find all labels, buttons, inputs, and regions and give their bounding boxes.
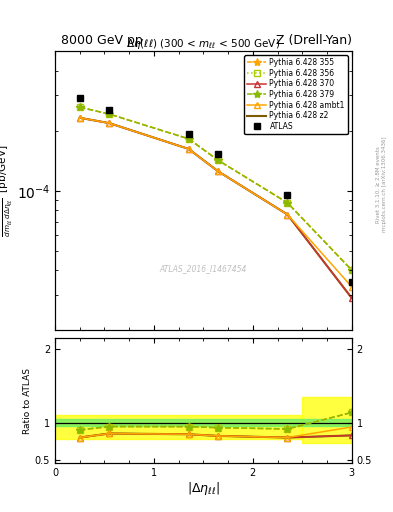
Pythia 6.428 356 (186, 136, 191, 142)
Y-axis label: $\frac{d^2\sigma}{d\,m_{\ell\ell}\,d\Delta\eta_{\ell\ell}}$  [pb/GeV]: $\frac{d^2\sigma}{d\,m_{\ell\ell}\,d\Del… (0, 144, 14, 237)
Pythia 6.428 z2 (77, 115, 82, 121)
Pythia 6.428 ambt1 (107, 120, 112, 126)
Text: ATLAS_2016_I1467454: ATLAS_2016_I1467454 (160, 264, 247, 273)
Title: $\Delta\eta(\ell\ell)$ (300 < $m_{\ell\ell}$ < 500 GeV): $\Delta\eta(\ell\ell)$ (300 < $m_{\ell\e… (126, 37, 281, 51)
Line: Pythia 6.428 ambt1: Pythia 6.428 ambt1 (77, 115, 354, 290)
Pythia 6.428 356 (107, 111, 112, 117)
Pythia 6.428 370 (77, 115, 82, 121)
ATLAS (285, 192, 290, 198)
ATLAS (349, 279, 354, 285)
ATLAS (186, 131, 191, 137)
Pythia 6.428 356 (349, 267, 354, 273)
Pythia 6.428 355 (349, 267, 354, 273)
Pythia 6.428 ambt1 (186, 146, 191, 152)
Pythia 6.428 370 (107, 120, 112, 126)
Text: mcplots.cern.ch [arXiv:1306.3436]: mcplots.cern.ch [arXiv:1306.3436] (382, 137, 387, 232)
Pythia 6.428 379 (349, 267, 354, 273)
Line: ATLAS: ATLAS (76, 95, 355, 285)
Pythia 6.428 355 (186, 136, 191, 142)
Line: Pythia 6.428 355: Pythia 6.428 355 (75, 103, 356, 274)
Pythia 6.428 355 (285, 200, 290, 206)
ATLAS (216, 152, 220, 158)
Line: Pythia 6.428 379: Pythia 6.428 379 (75, 103, 356, 274)
Y-axis label: Ratio to ATLAS: Ratio to ATLAS (23, 368, 32, 434)
Pythia 6.428 370 (216, 168, 220, 175)
ATLAS (77, 95, 82, 101)
Pythia 6.428 379 (216, 157, 220, 163)
Pythia 6.428 ambt1 (216, 168, 220, 175)
Pythia 6.428 356 (285, 200, 290, 206)
Pythia 6.428 379 (285, 200, 290, 206)
Text: Rivet 3.1.10, ≥ 2.8M events: Rivet 3.1.10, ≥ 2.8M events (376, 146, 380, 223)
Pythia 6.428 370 (285, 211, 290, 218)
Pythia 6.428 ambt1 (349, 284, 354, 290)
Pythia 6.428 379 (107, 111, 112, 117)
Pythia 6.428 355 (107, 111, 112, 117)
Pythia 6.428 370 (186, 146, 191, 152)
X-axis label: $|\Delta\eta_{\ell\ell}|$: $|\Delta\eta_{\ell\ell}|$ (187, 480, 220, 497)
Pythia 6.428 356 (216, 157, 220, 163)
Text: 8000 GeV pp: 8000 GeV pp (61, 34, 143, 47)
Pythia 6.428 ambt1 (285, 211, 290, 218)
Pythia 6.428 370 (349, 295, 354, 301)
Pythia 6.428 ambt1 (77, 115, 82, 121)
Line: Pythia 6.428 z2: Pythia 6.428 z2 (80, 118, 352, 298)
Pythia 6.428 z2 (349, 295, 354, 301)
Line: Pythia 6.428 370: Pythia 6.428 370 (77, 115, 354, 301)
Pythia 6.428 z2 (285, 211, 290, 218)
Pythia 6.428 355 (77, 104, 82, 110)
Legend: Pythia 6.428 355, Pythia 6.428 356, Pythia 6.428 370, Pythia 6.428 379, Pythia 6: Pythia 6.428 355, Pythia 6.428 356, Pyth… (244, 55, 348, 134)
Pythia 6.428 z2 (216, 168, 220, 175)
Pythia 6.428 356 (77, 104, 82, 110)
Pythia 6.428 z2 (186, 146, 191, 152)
Pythia 6.428 z2 (107, 120, 112, 126)
Pythia 6.428 355 (216, 157, 220, 163)
Text: Z (Drell-Yan): Z (Drell-Yan) (276, 34, 352, 47)
Line: Pythia 6.428 356: Pythia 6.428 356 (77, 104, 354, 273)
Pythia 6.428 379 (77, 104, 82, 110)
ATLAS (107, 106, 112, 113)
Pythia 6.428 379 (186, 136, 191, 142)
